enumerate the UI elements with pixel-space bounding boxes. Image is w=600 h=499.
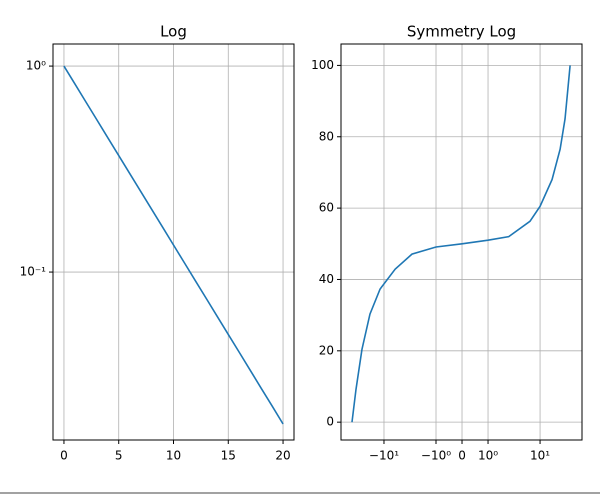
data-line <box>63 65 284 425</box>
data-line <box>351 65 571 423</box>
x-tick-label: 10⁰ <box>478 449 498 463</box>
x-tick-label: 0 <box>458 449 466 463</box>
y-tick-label: 0 <box>326 415 334 429</box>
chart-title: Log <box>160 23 187 41</box>
x-tick-label: −10⁰ <box>421 449 451 463</box>
axes-frame <box>52 43 295 441</box>
x-tick-label: 10 <box>166 449 181 463</box>
x-tick-label: 15 <box>221 449 236 463</box>
y-tick-label: 10⁰ <box>26 59 46 73</box>
y-tick-label: 20 <box>319 343 334 357</box>
x-tick-label: 0 <box>60 449 68 463</box>
y-tick-label: 80 <box>319 129 334 143</box>
y-tick-label: 40 <box>319 272 334 286</box>
x-tick-label: −10¹ <box>369 449 399 463</box>
y-tick-label: 10⁻¹ <box>20 265 47 279</box>
x-tick-label: 10¹ <box>530 449 550 463</box>
y-tick-label: 100 <box>311 58 334 72</box>
x-tick-label: 5 <box>115 449 123 463</box>
chart-title: Symmetry Log <box>407 23 516 41</box>
y-tick-label: 60 <box>319 201 334 215</box>
axes-frame <box>340 43 583 441</box>
x-tick-label: 20 <box>275 449 290 463</box>
